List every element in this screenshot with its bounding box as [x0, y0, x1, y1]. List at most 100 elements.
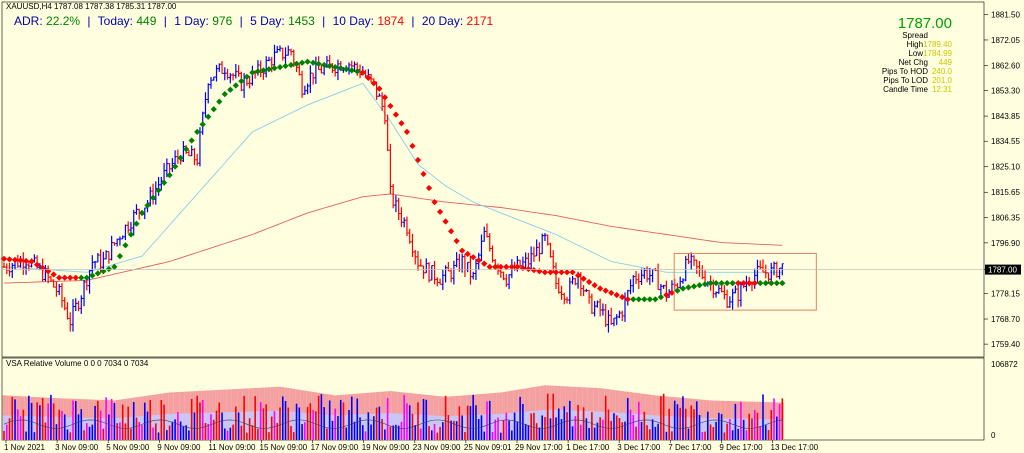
volume-average-line [3, 419, 783, 429]
trend-dot [414, 156, 422, 164]
price-axis[interactable]: 1881.50 1872.05 1862.60 1853.30 1843.85 1834.… [2, 10, 1021, 349]
trend-dot [188, 137, 195, 144]
trend-dot [67, 274, 74, 281]
trend-dot [486, 263, 493, 271]
trend-dot [243, 73, 250, 80]
volume-band-inner [226, 412, 229, 440]
info-value: 12:31 [931, 85, 952, 94]
day1-label: 1 Day: [174, 14, 209, 28]
trend-dot [701, 281, 709, 288]
volume-band-inner [165, 414, 169, 440]
current-price-label: 1787.00 [988, 266, 1017, 275]
y-tick-label: 1825.10 [991, 163, 1020, 172]
trend-dot [6, 256, 13, 263]
volume-band-inner [648, 415, 652, 440]
volume-band-inner [538, 410, 541, 440]
time-axis[interactable]: 1 Nov 2021 3 Nov 09:00 5 Nov 09:00 9 Nov 09… [4, 359, 1018, 452]
x-tick-label: 1 Dec 17:00 [566, 443, 610, 452]
trend-dot [216, 98, 223, 105]
info-row: Spread [882, 31, 952, 40]
trend-dot [453, 237, 460, 245]
info-row: High1789.40 [882, 40, 952, 49]
day10-label: 10 Day: [332, 14, 374, 28]
chart-grid [1, 1, 985, 441]
trend-dot [591, 282, 598, 289]
volume-band-inner [383, 413, 387, 440]
x-tick-label: 19 Nov 09:00 [362, 443, 410, 452]
trend-dot [729, 279, 736, 287]
trend-dot [508, 263, 515, 271]
volume-band-inner [292, 411, 296, 440]
day1-value: 976 [212, 14, 233, 28]
trend-dot [304, 58, 311, 65]
info-row: Pips To HOD 240.0 [882, 67, 952, 76]
info-label: Low [908, 49, 924, 58]
trend-dot [552, 269, 560, 276]
volume-band-inner [593, 411, 597, 440]
volume-band-inner [66, 417, 69, 440]
volume-band-inner [256, 411, 260, 440]
trend-dot [779, 279, 786, 287]
x-tick-label: 11 Nov 09:00 [208, 443, 256, 452]
volume-band-inner [722, 418, 726, 440]
trend-dot [116, 252, 124, 260]
trend-dot [696, 282, 703, 289]
info-value: 201.0 [931, 76, 952, 85]
trend-dot [221, 90, 228, 98]
consolidation-box [673, 252, 817, 311]
volume-axis-max: 106872 [991, 360, 1018, 369]
y-tick-label: 1853.30 [991, 87, 1020, 96]
trend-dot [420, 170, 427, 178]
volume-band-inner [187, 413, 191, 440]
trend-dot [149, 194, 157, 201]
volume-band-inner [587, 411, 591, 440]
info-label: Spread [902, 31, 928, 40]
trend-dot-moving-average [0, 58, 786, 303]
volume-band-inner [731, 418, 735, 440]
trend-dot [166, 171, 173, 179]
trend-dot [155, 187, 162, 194]
trend-dot [657, 294, 664, 301]
volume-band-inner [389, 413, 392, 440]
trend-dot [403, 128, 411, 136]
volume-band-inner [157, 414, 160, 440]
x-tick-label: 5 Nov 09:00 [106, 443, 150, 452]
volume-band-inner [2, 415, 6, 440]
trend-dot [635, 296, 642, 303]
info-panel: 1787.00 Spread High1789.40 Low1784.99 Net C… [882, 16, 952, 94]
y-tick-label: 1843.85 [991, 112, 1020, 121]
day5-label: 5 Day: [250, 14, 285, 28]
volume-band-inner [129, 416, 133, 440]
day10-value: 1874 [377, 14, 405, 28]
trend-dot [547, 269, 554, 276]
info-row: Low1784.99 [882, 49, 952, 58]
trend-dot [459, 247, 466, 254]
trend-dot [690, 283, 698, 290]
x-tick-label: 3 Dec 17:00 [617, 443, 661, 452]
x-tick-label: 25 Nov 09:01 [464, 443, 512, 452]
info-value: 240.0 [931, 67, 952, 76]
symbol-line: XAUUSD,H4 1787.08 1787.38 1785.31 1787.0… [6, 2, 177, 11]
x-tick-label: 13 Dec 17:00 [771, 443, 819, 452]
trend-dot [61, 274, 68, 281]
volume-panel [2, 385, 784, 440]
x-tick-label: 15 Nov 09:00 [260, 443, 308, 452]
trend-dot [431, 198, 438, 206]
trend-dot [563, 269, 571, 276]
info-row: Net Chg 449 [882, 58, 952, 67]
trend-dot [199, 121, 206, 128]
volume-band-inner [82, 417, 86, 440]
trend-dot [442, 218, 449, 225]
trend-dot [558, 269, 565, 276]
volume-band-inner [419, 414, 423, 440]
current-price-big: 1787.00 [897, 15, 952, 32]
trend-dot [448, 228, 455, 235]
x-tick-label: 23 Nov 09:00 [413, 443, 461, 452]
volume-band-inner [745, 418, 748, 440]
trend-dot [194, 128, 201, 136]
trend-dot [641, 296, 648, 303]
x-tick-label: 9 Dec 17:00 [719, 443, 763, 452]
consolidation-rectangle [673, 252, 817, 311]
trend-dot [541, 269, 549, 276]
